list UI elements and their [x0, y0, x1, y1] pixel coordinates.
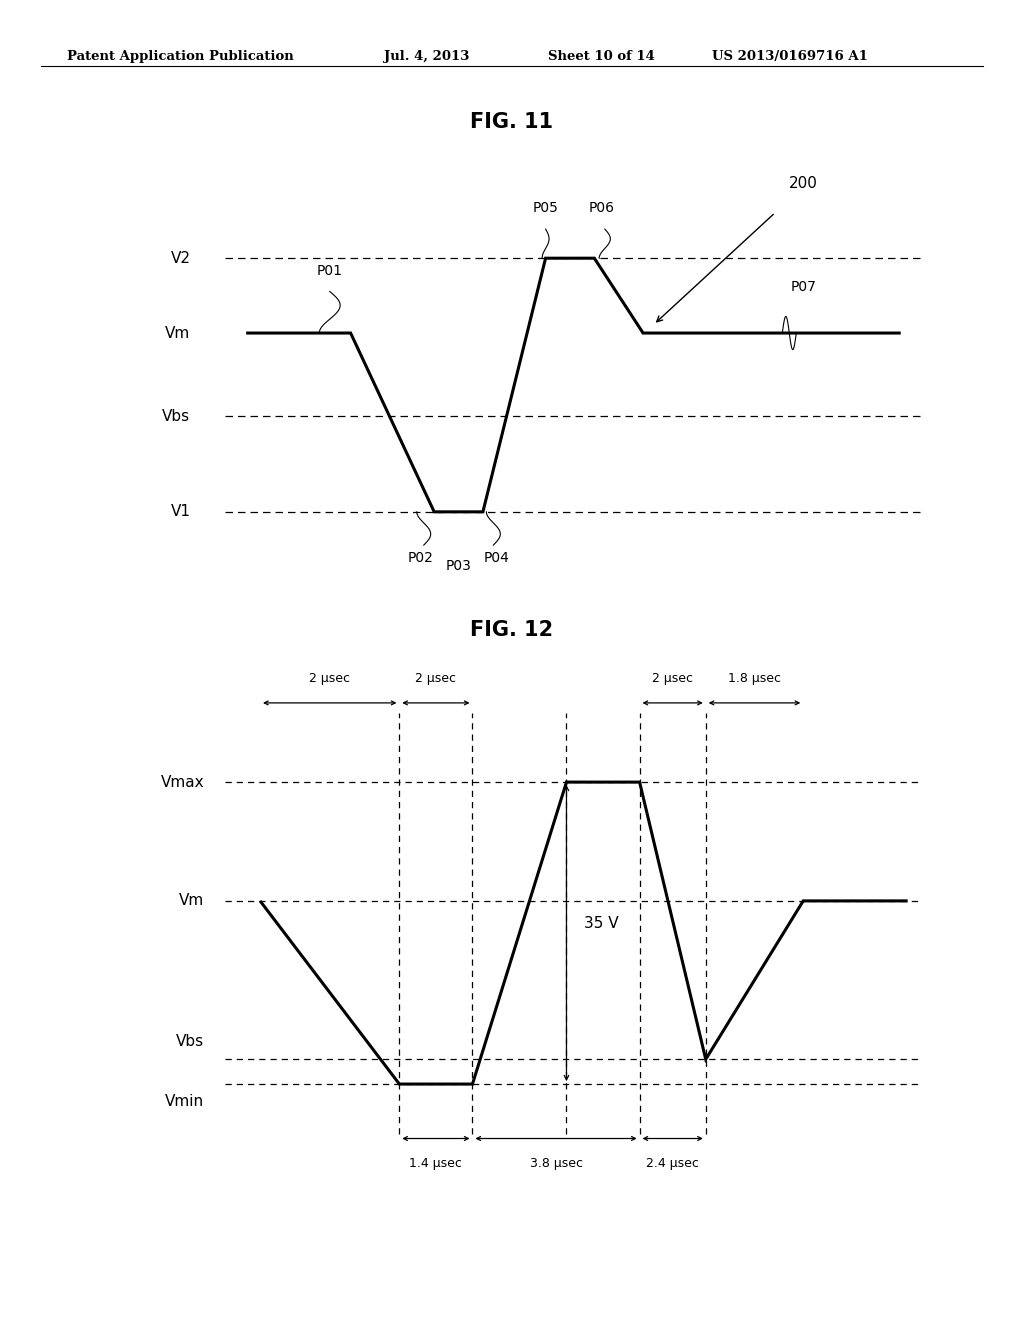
Text: Vmax: Vmax [161, 775, 205, 789]
Text: P02: P02 [408, 550, 433, 565]
Text: P04: P04 [484, 550, 510, 565]
Text: 1.8 μsec: 1.8 μsec [728, 672, 781, 685]
Text: Vbs: Vbs [163, 409, 190, 424]
Text: US 2013/0169716 A1: US 2013/0169716 A1 [712, 50, 867, 63]
Text: P05: P05 [532, 202, 558, 215]
Text: V1: V1 [170, 504, 190, 519]
Text: 2 μsec: 2 μsec [309, 672, 350, 685]
Text: Patent Application Publication: Patent Application Publication [67, 50, 293, 63]
Text: Sheet 10 of 14: Sheet 10 of 14 [548, 50, 654, 63]
Text: Jul. 4, 2013: Jul. 4, 2013 [384, 50, 469, 63]
Text: Vm: Vm [165, 326, 190, 341]
Text: Vmin: Vmin [165, 1094, 205, 1109]
Text: P07: P07 [791, 280, 816, 294]
Text: 200: 200 [790, 176, 818, 190]
Text: 3.8 μsec: 3.8 μsec [529, 1156, 583, 1170]
Text: P06: P06 [589, 202, 614, 215]
Text: 1.4 μsec: 1.4 μsec [410, 1156, 463, 1170]
Text: P01: P01 [316, 264, 343, 277]
Text: V2: V2 [170, 251, 190, 265]
Text: Vbs: Vbs [176, 1035, 205, 1049]
Text: P03: P03 [445, 560, 471, 573]
Text: 35 V: 35 V [584, 916, 618, 931]
Text: 2 μsec: 2 μsec [416, 672, 457, 685]
Text: FIG. 12: FIG. 12 [470, 620, 554, 640]
Text: FIG. 11: FIG. 11 [470, 112, 554, 132]
Text: 2.4 μsec: 2.4 μsec [646, 1156, 699, 1170]
Text: Vm: Vm [179, 894, 205, 908]
Text: 2 μsec: 2 μsec [652, 672, 693, 685]
